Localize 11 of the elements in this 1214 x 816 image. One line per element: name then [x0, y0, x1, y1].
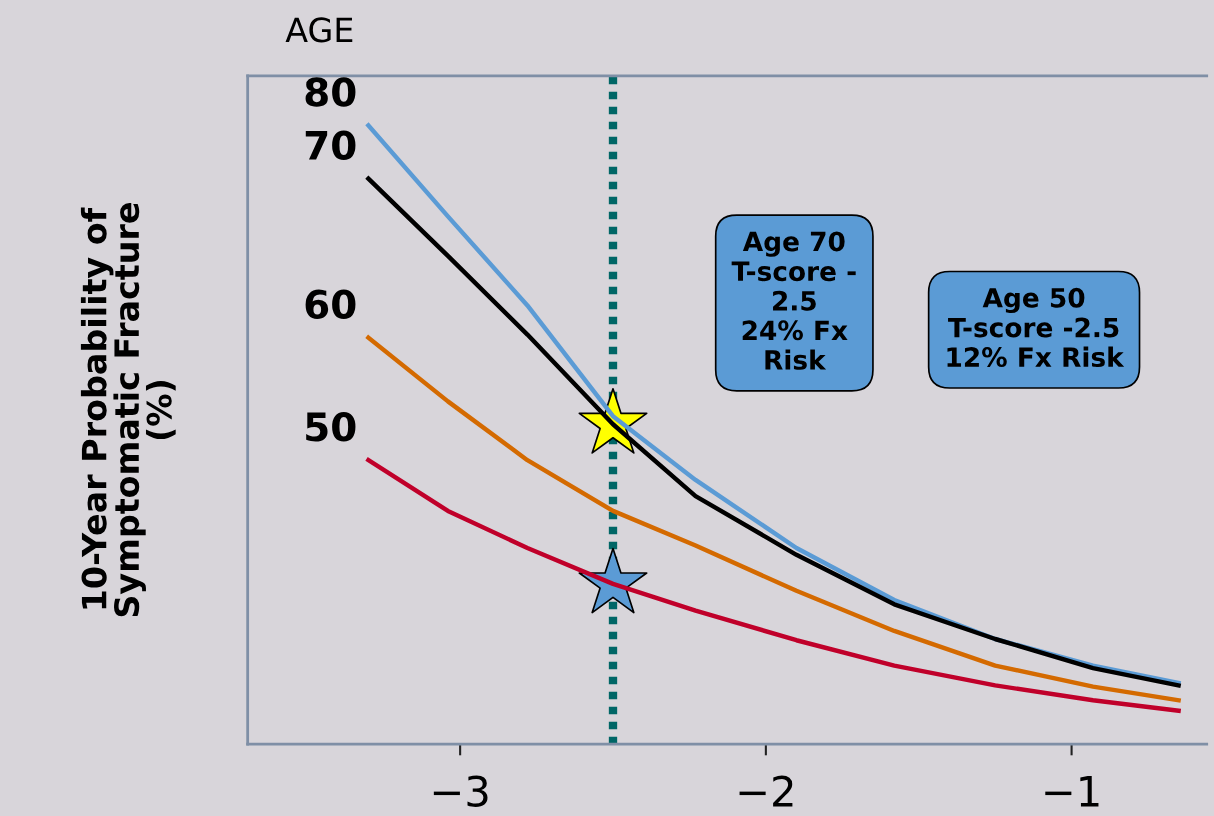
series-label: 80 — [305, 77, 356, 107]
x-tick-label: −3 — [433, 775, 488, 807]
legend-title: AGE — [285, 17, 353, 43]
series-label: 50 — [306, 412, 356, 442]
y-axis-title: 10-Year Probability of Symptomatic Fracture (%) — [80, 203, 176, 617]
series-label: 70 — [305, 130, 356, 160]
series-label: 60 — [305, 289, 356, 319]
x-tick-label: −2 — [739, 775, 793, 807]
annotation: Age 50 T-score -2.5 12% Fx Risk — [947, 287, 1125, 368]
x-tick-label: −1 — [1045, 776, 1099, 807]
annotation: Age 70 T-score - 2.5 24% Fx Risk — [731, 231, 856, 370]
